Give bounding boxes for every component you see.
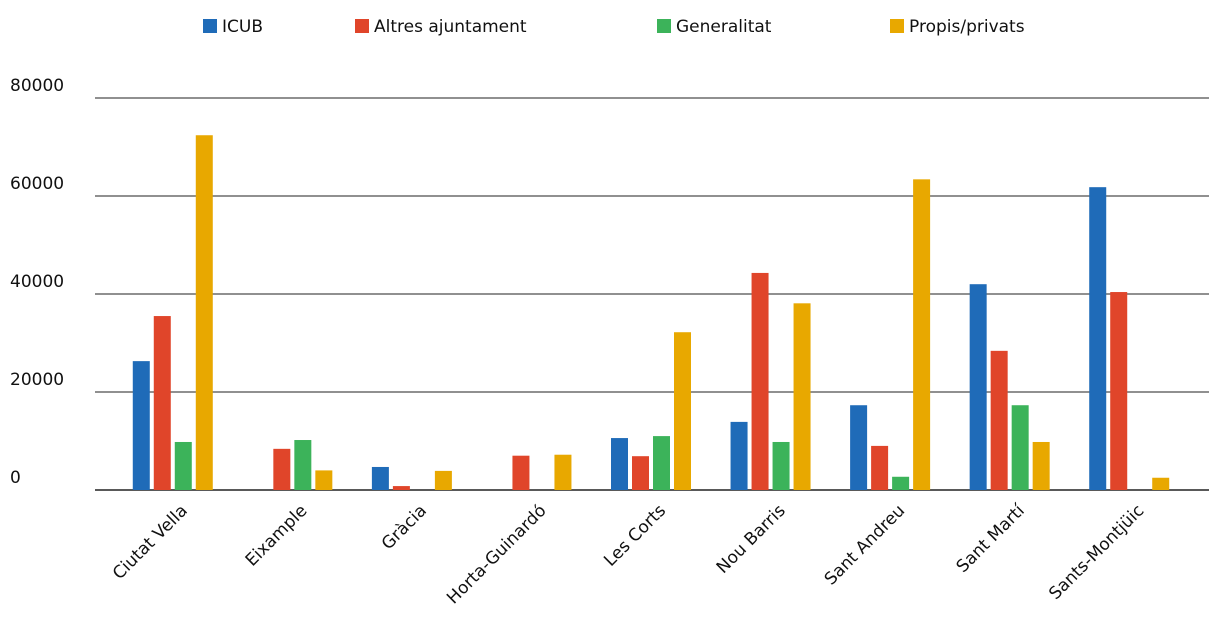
x-tick-label: Sant Andreu xyxy=(821,501,909,589)
bar xyxy=(793,303,811,490)
bar xyxy=(315,470,333,490)
bar xyxy=(554,454,572,490)
bar xyxy=(1011,405,1029,490)
y-tick-label: 20000 xyxy=(10,370,64,390)
legend-label: ICUB xyxy=(222,17,263,37)
y-tick-label: 80000 xyxy=(10,76,64,96)
legend-swatch xyxy=(355,19,369,33)
bar xyxy=(913,179,931,490)
x-tick-label: Horta-Guinardó xyxy=(443,501,550,608)
y-tick-label: 60000 xyxy=(10,174,64,194)
bar xyxy=(392,486,410,490)
bar xyxy=(434,470,452,490)
bar xyxy=(611,438,628,490)
bar xyxy=(871,445,889,490)
x-tick-label: Sants-Montjüic xyxy=(1045,501,1148,604)
bar xyxy=(174,441,192,490)
x-tick-label: Ciutat Vella xyxy=(109,501,192,584)
bar xyxy=(1089,187,1107,490)
bar xyxy=(969,284,987,490)
bar xyxy=(195,135,213,491)
x-tick-label: Gràcia xyxy=(378,501,431,554)
x-tick-label: Les Corts xyxy=(600,501,670,571)
legend-swatch xyxy=(203,19,217,33)
bar xyxy=(751,272,769,490)
bar xyxy=(132,361,150,490)
bar xyxy=(730,421,748,490)
bar xyxy=(850,405,868,490)
bar xyxy=(1032,441,1050,490)
bar xyxy=(1152,477,1170,490)
bar xyxy=(990,350,1008,490)
x-tick-label: Sant Martí xyxy=(953,500,1030,577)
legend-label: Generalitat xyxy=(676,17,772,37)
bar xyxy=(294,440,312,490)
bar xyxy=(653,436,670,490)
bar xyxy=(772,441,790,490)
legend-label: Propis/privats xyxy=(909,17,1025,37)
bar xyxy=(371,466,389,490)
bar xyxy=(632,456,649,490)
y-tick-label: 40000 xyxy=(10,272,64,292)
bar xyxy=(892,476,910,490)
y-tick-label: 0 xyxy=(10,468,21,488)
legend-swatch xyxy=(890,19,904,33)
legend-label: Altres ajuntament xyxy=(374,17,527,37)
x-tick-label: Eixample xyxy=(242,501,312,571)
x-tick-label: Nou Barris xyxy=(713,501,790,578)
bar xyxy=(153,316,171,490)
legend-swatch xyxy=(657,19,671,33)
bar xyxy=(512,455,530,490)
bar xyxy=(1110,292,1128,490)
bar xyxy=(674,332,691,490)
bar xyxy=(273,448,291,490)
